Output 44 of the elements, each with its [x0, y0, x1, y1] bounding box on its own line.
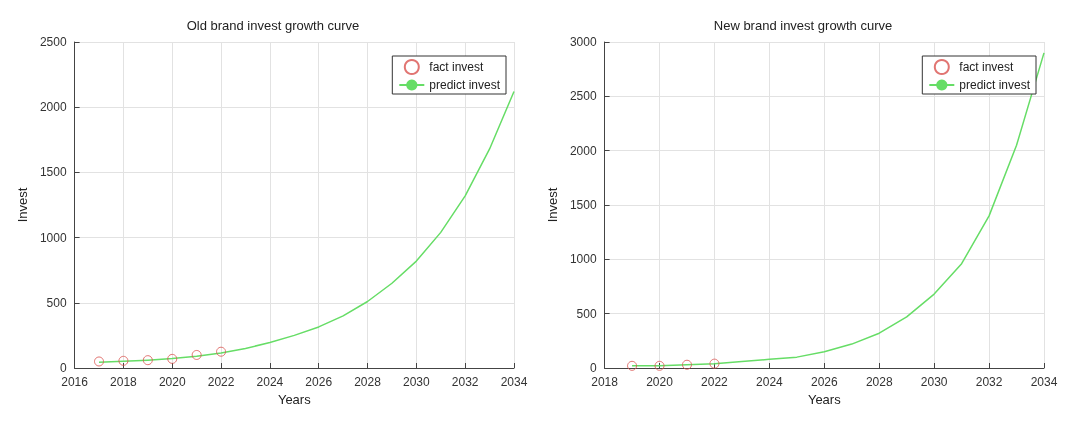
y-tick-label: 2000 — [39, 100, 67, 115]
x-tick-label: 2026 — [305, 375, 333, 389]
y-axis-title: Invest — [545, 187, 560, 223]
y-tick-label: 0 — [59, 361, 67, 375]
line-series — [98, 90, 515, 363]
x-tick-label: 2024 — [756, 375, 784, 389]
x-tick-label: 2028 — [865, 375, 893, 389]
chart-title: Old brand invest growth curve — [186, 18, 360, 33]
y-tick-label: 0 — [589, 361, 597, 375]
x-tick-label: 2016 — [61, 375, 89, 389]
x-tick-label: 2022 — [207, 375, 235, 389]
legend-label: predict invest — [429, 78, 501, 92]
x-tick-label: 2028 — [354, 375, 382, 389]
line-series — [631, 52, 1045, 367]
y-tick-label: 1500 — [569, 198, 597, 212]
legend-label: fact invest — [429, 60, 484, 74]
x-tick-label: 2032 — [451, 375, 479, 389]
y-tick-label: 500 — [576, 306, 597, 321]
legend-label: predict invest — [959, 78, 1031, 92]
x-axis-title: Years — [277, 391, 312, 407]
x-tick-label: 2030 — [403, 375, 431, 389]
x-tick-label: 2020 — [158, 375, 186, 389]
y-tick-label: 2000 — [569, 143, 597, 158]
x-tick-label: 2034 — [500, 375, 528, 389]
y-tick-label: 1000 — [39, 230, 67, 245]
x-tick-label: 2030 — [920, 375, 948, 389]
y-axis-title: Invest — [15, 187, 30, 223]
y-tick-label: 2500 — [569, 89, 597, 104]
y-tick-label: 2500 — [39, 35, 67, 49]
y-tick-label: 3000 — [569, 35, 597, 49]
chart-title: New brand invest growth curve — [713, 18, 893, 33]
y-tick-label: 1000 — [569, 252, 597, 267]
x-tick-label: 2022 — [701, 375, 729, 389]
x-tick-label: 2024 — [256, 375, 284, 389]
x-tick-label: 2026 — [810, 375, 838, 389]
legend-label: fact invest — [959, 60, 1014, 74]
x-axis-title: Years — [807, 391, 842, 407]
x-tick-label: 2018 — [110, 375, 138, 389]
y-tick-label: 500 — [46, 295, 67, 310]
y-tick-label: 1500 — [39, 165, 67, 180]
x-tick-label: 2034 — [1030, 375, 1058, 389]
x-tick-label: 2032 — [975, 375, 1003, 389]
x-tick-label: 2020 — [646, 375, 674, 389]
x-tick-label: 2018 — [591, 375, 619, 389]
